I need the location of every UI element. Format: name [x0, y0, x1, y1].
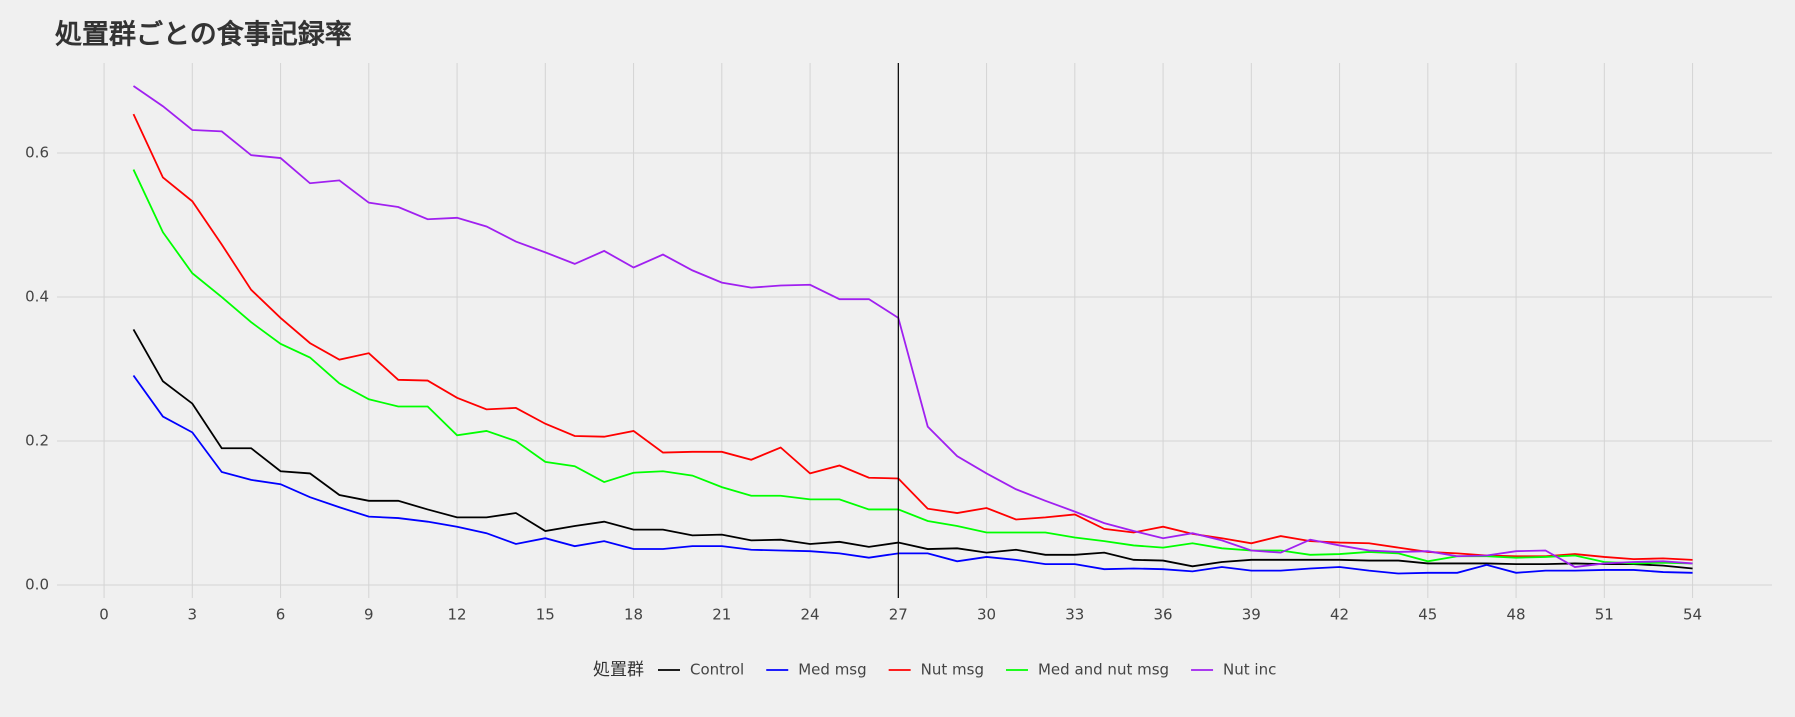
- x-tick-label: 6: [276, 606, 286, 624]
- x-tick-label: 39: [1242, 606, 1261, 624]
- x-tick-label: 48: [1507, 606, 1526, 624]
- legend-label: Nut msg: [921, 661, 984, 679]
- x-tick-label: 0: [99, 606, 109, 624]
- x-tick-label: 15: [536, 606, 555, 624]
- legend-label: Med msg: [798, 661, 866, 679]
- series-line: [132, 374, 1693, 575]
- y-tick-label: 0.0: [25, 576, 49, 594]
- x-tick-label: 18: [624, 606, 643, 624]
- x-tick-label: 9: [364, 606, 374, 624]
- series-line: [132, 169, 1693, 565]
- x-tick-label: 51: [1595, 606, 1614, 624]
- x-tick-label: 21: [712, 606, 731, 624]
- x-tick-label: 33: [1065, 606, 1084, 624]
- x-tick-label: 36: [1154, 606, 1173, 624]
- x-tick-label: 24: [801, 606, 820, 624]
- chart-title: 処置群ごとの食事記録率: [55, 19, 352, 51]
- x-tick-label: 42: [1330, 606, 1349, 624]
- series-line: [132, 328, 1693, 570]
- x-tick-label: 12: [448, 606, 467, 624]
- y-tick-label: 0.6: [25, 144, 49, 162]
- y-tick-label: 0.4: [25, 288, 49, 306]
- series-line: [132, 85, 1693, 568]
- y-tick-label: 0.2: [25, 432, 49, 450]
- x-tick-label: 54: [1683, 606, 1702, 624]
- x-tick-label: 30: [977, 606, 996, 624]
- x-tick-label: 3: [188, 606, 198, 624]
- legend-label: Med and nut msg: [1038, 661, 1169, 679]
- legend-label: Nut inc: [1223, 661, 1276, 679]
- x-tick-label: 45: [1418, 606, 1437, 624]
- legend-title: 処置群: [593, 660, 644, 680]
- legend-label: Control: [690, 661, 744, 679]
- x-tick-label: 27: [889, 606, 908, 624]
